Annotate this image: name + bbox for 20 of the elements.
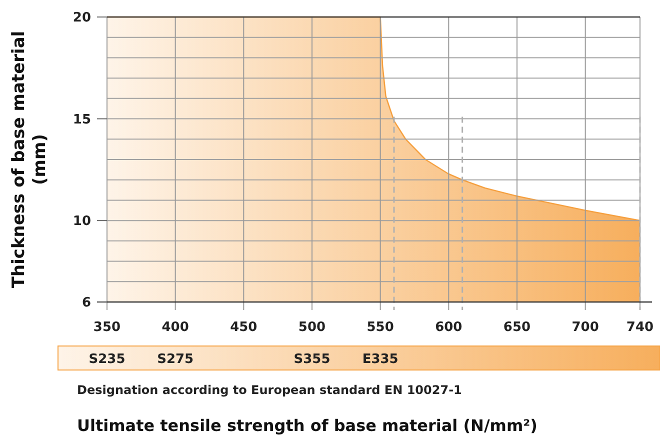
text: Designation according to European standard EN 10027-1: [77, 383, 462, 397]
text: S235: [88, 352, 126, 367]
x-tick-label: 550: [366, 320, 394, 335]
text: S355: [294, 352, 330, 367]
y-axis-title: Thickness of base material (mm): [9, 30, 50, 288]
text: Ultimate tensile strength of base material (N/mm²): [77, 416, 538, 435]
x-tick-label: 500: [298, 320, 326, 335]
x-tick-label: 400: [162, 320, 189, 335]
y-tick-label: 10: [72, 214, 91, 230]
text: E335: [362, 352, 398, 367]
x-tick-label: 740: [626, 320, 654, 335]
y-tick-label: 6: [82, 296, 91, 311]
x-tick-label: 600: [435, 320, 462, 335]
y-tick-label: 20: [72, 10, 91, 26]
x-tick-label: 650: [503, 320, 531, 335]
x-tick-label: 450: [230, 320, 258, 335]
x-tick-label: 700: [572, 320, 599, 335]
text: S275: [157, 352, 194, 367]
y-tick-label: 15: [72, 112, 91, 128]
x-tick-label: 350: [93, 320, 121, 335]
